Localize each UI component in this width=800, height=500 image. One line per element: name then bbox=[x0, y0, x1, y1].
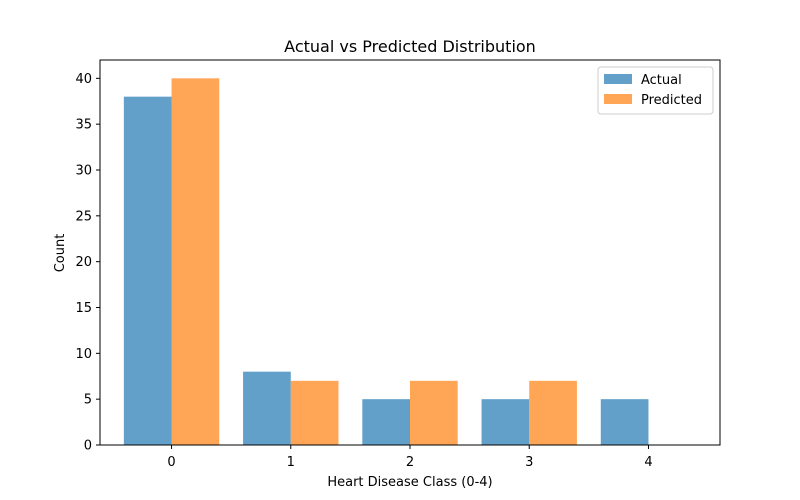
bar-predicted-2 bbox=[410, 380, 458, 445]
y-tick-label: 30 bbox=[75, 164, 92, 179]
y-axis-label: Count bbox=[53, 234, 68, 273]
y-tick-label: 0 bbox=[84, 439, 92, 454]
bar-predicted-1 bbox=[290, 380, 339, 445]
bar-predicted-3 bbox=[529, 380, 577, 445]
y-tick-label: 15 bbox=[75, 301, 92, 316]
bar-predicted-0 bbox=[171, 78, 220, 445]
x-tick-label: 3 bbox=[525, 455, 533, 470]
bar-actual-2 bbox=[362, 399, 410, 445]
bar-actual-3 bbox=[481, 399, 530, 445]
x-tick-label: 4 bbox=[644, 455, 652, 470]
y-tick-label: 25 bbox=[75, 209, 92, 224]
legend-swatch-actual bbox=[604, 74, 632, 84]
legend-label-actual: Actual bbox=[641, 73, 682, 88]
axes-layer: 0 5 10 15 20 25 30 35 40 0 1 2 3 4 bbox=[75, 59, 721, 470]
y-tick-label: 40 bbox=[75, 72, 92, 87]
x-tick-label: 1 bbox=[287, 455, 295, 470]
chart-title: Actual vs Predicted Distribution bbox=[284, 37, 536, 56]
x-tick-label: 0 bbox=[167, 455, 175, 470]
x-axis-label: Heart Disease Class (0-4) bbox=[327, 475, 492, 490]
bar-actual-4 bbox=[600, 399, 649, 445]
y-tick-label: 10 bbox=[75, 347, 92, 362]
y-tick-label: 5 bbox=[84, 393, 92, 408]
legend-swatch-predicted bbox=[604, 94, 632, 104]
bar-actual-1 bbox=[243, 371, 291, 445]
legend: Actual Predicted bbox=[597, 66, 714, 115]
x-tick-label: 2 bbox=[406, 455, 414, 470]
y-tick-label: 35 bbox=[75, 118, 92, 133]
legend-label-predicted: Predicted bbox=[641, 93, 702, 108]
bar-actual-0 bbox=[123, 96, 172, 446]
bars-layer bbox=[123, 78, 649, 446]
y-tick-label: 20 bbox=[75, 255, 92, 270]
